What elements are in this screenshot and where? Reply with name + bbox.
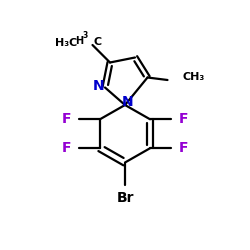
Text: C: C	[94, 37, 102, 47]
Text: F: F	[62, 112, 71, 126]
Text: F: F	[179, 141, 188, 155]
Text: N: N	[93, 79, 104, 93]
Text: H₃C: H₃C	[55, 38, 78, 48]
Text: F: F	[62, 141, 71, 155]
Text: H: H	[76, 36, 84, 46]
Text: N: N	[122, 95, 134, 109]
Text: F: F	[179, 112, 188, 126]
Text: CH₃: CH₃	[182, 72, 205, 83]
Text: Br: Br	[116, 191, 134, 205]
Text: 3: 3	[83, 32, 88, 40]
